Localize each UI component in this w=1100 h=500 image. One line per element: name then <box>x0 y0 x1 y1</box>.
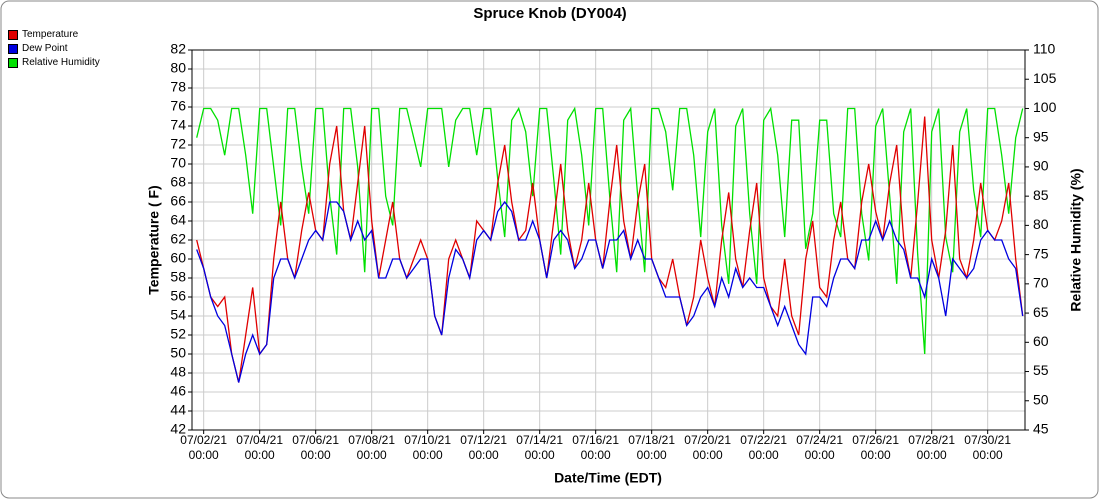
y-tick-label: 44 <box>170 402 186 418</box>
legend-label: Dew Point <box>22 43 68 54</box>
y-tick-label: 48 <box>170 364 186 380</box>
y2-tick-label: 60 <box>1033 333 1049 349</box>
y-tick-label: 82 <box>170 41 186 57</box>
y2-tick-label: 70 <box>1033 275 1049 291</box>
x-tick-label: 07/04/21 00:00 <box>236 433 284 462</box>
y2-tick-label: 100 <box>1033 99 1057 115</box>
data-line <box>196 200 1024 383</box>
y-tick-label: 50 <box>170 345 186 361</box>
x-tick-label: 07/26/21 00:00 <box>852 433 900 462</box>
legend-swatch <box>8 58 18 68</box>
y-tick-label: 60 <box>170 250 186 266</box>
y-tick-label: 78 <box>170 79 186 95</box>
legend-swatch <box>8 44 18 54</box>
legend-label: Relative Humidity <box>22 57 100 68</box>
x-tick-label: 07/06/21 00:00 <box>292 433 340 462</box>
x-tick-label: 07/16/21 00:00 <box>572 433 620 462</box>
y-tick-label: 54 <box>170 307 186 323</box>
y-tick-label: 56 <box>170 288 186 304</box>
x-tick-label: 07/14/21 00:00 <box>516 433 564 462</box>
y2-tick-label: 110 <box>1033 41 1056 57</box>
y2-tick-label: 65 <box>1033 304 1049 320</box>
y-tick-label: 46 <box>170 383 186 399</box>
y-tick-label: 62 <box>170 231 186 247</box>
y2-tick-label: 45 <box>1033 421 1049 437</box>
y-tick-label: 68 <box>170 174 186 190</box>
y-tick-label: 72 <box>170 136 186 152</box>
x-tick-label: 07/24/21 00:00 <box>796 433 844 462</box>
y-tick-label: 58 <box>170 269 186 285</box>
legend-label: Temperature <box>22 29 79 40</box>
y-tick-label: 64 <box>170 212 186 228</box>
y-axis-title: Temperature ( F) <box>146 185 162 294</box>
legend-swatch <box>8 30 18 40</box>
y2-tick-label: 55 <box>1033 362 1049 378</box>
data-line <box>196 106 1024 355</box>
x-tick-label: 07/30/21 00:00 <box>964 433 1012 462</box>
x-axis-title: Date/Time (EDT) <box>554 470 662 486</box>
y2-axis-title: Relative Humidity (%) <box>1068 168 1084 311</box>
legend: Temperature Dew Point Relative Humidity <box>8 28 100 70</box>
y2-tick-label: 90 <box>1033 158 1049 174</box>
y2-tick-label: 95 <box>1033 128 1049 144</box>
legend-item: Relative Humidity <box>8 56 100 70</box>
y2-tick-label: 85 <box>1033 187 1049 203</box>
x-tick-label: 07/22/21 00:00 <box>740 433 788 462</box>
y-tick-label: 42 <box>170 421 186 437</box>
chart-title: Spruce Knob (DY004) <box>473 5 626 22</box>
y2-tick-label: 105 <box>1033 70 1057 86</box>
y-tick-label: 74 <box>170 117 186 133</box>
y-tick-label: 66 <box>170 193 186 209</box>
y-tick-label: 80 <box>170 60 186 76</box>
y-tick-label: 52 <box>170 326 186 342</box>
legend-item: Dew Point <box>8 42 100 56</box>
y-tick-label: 76 <box>170 98 186 114</box>
y2-tick-label: 80 <box>1033 216 1049 232</box>
x-tick-label: 07/10/21 00:00 <box>404 433 452 462</box>
legend-item: Temperature <box>8 28 100 42</box>
x-tick-label: 07/08/21 00:00 <box>348 433 396 462</box>
plot-border <box>191 49 1026 431</box>
x-tick-label: 07/18/21 00:00 <box>628 433 676 462</box>
x-tick-label: 07/12/21 00:00 <box>460 433 508 462</box>
x-tick-label: 07/28/21 00:00 <box>908 433 956 462</box>
x-tick-label: 07/02/21 00:00 <box>180 433 228 462</box>
x-tick-label: 07/20/21 00:00 <box>684 433 732 462</box>
y2-tick-label: 75 <box>1033 245 1049 261</box>
data-line <box>196 116 1024 383</box>
y-tick-label: 70 <box>170 155 186 171</box>
y2-tick-label: 50 <box>1033 391 1049 407</box>
